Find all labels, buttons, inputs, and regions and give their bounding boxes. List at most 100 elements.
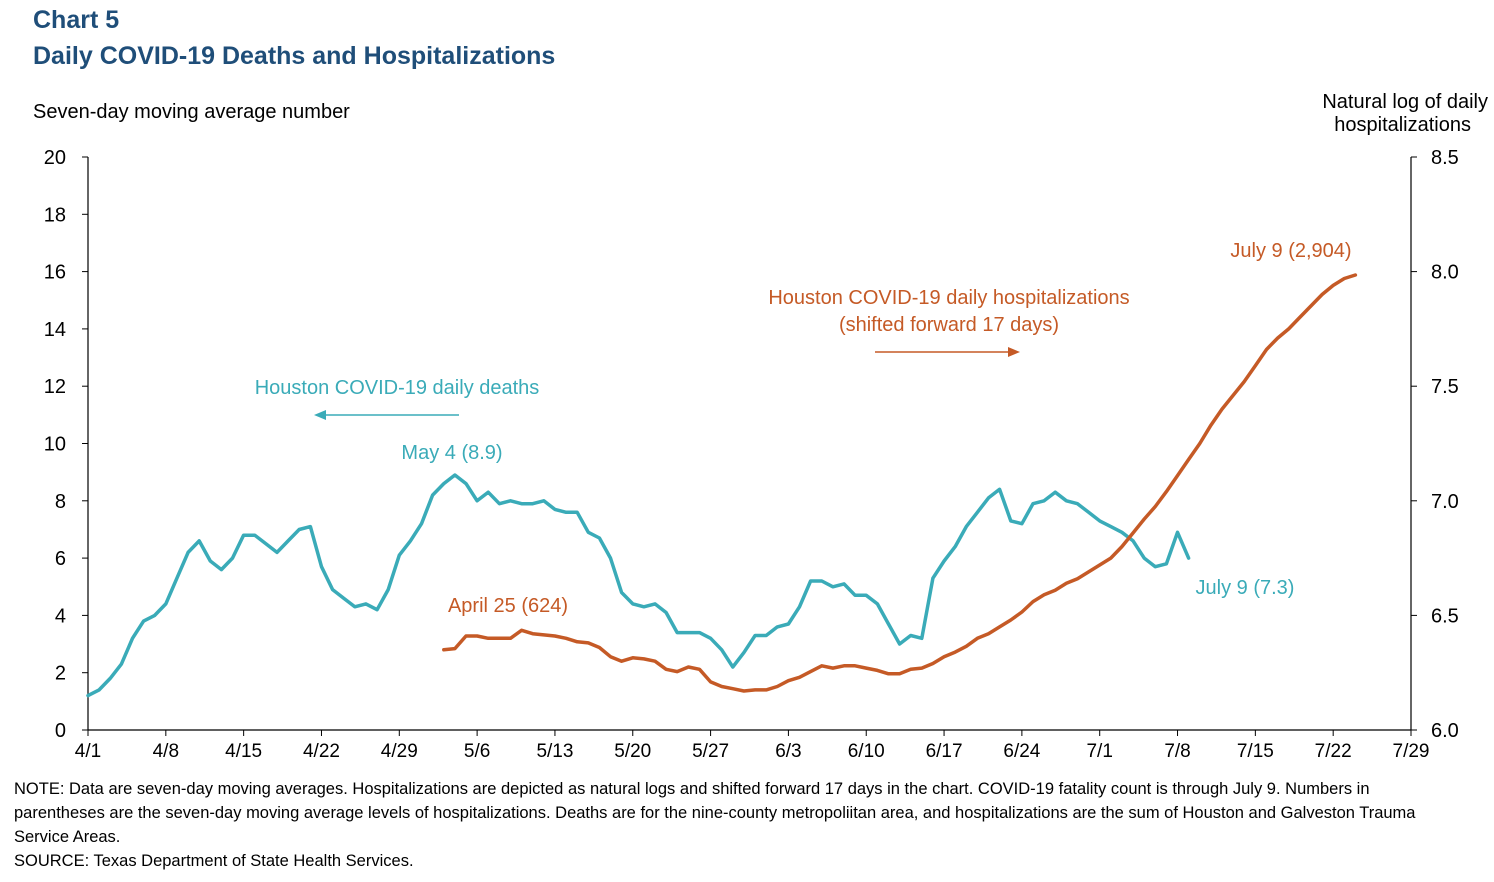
deaths-point [676,632,678,634]
deaths-point [732,666,734,668]
deaths-point [1010,520,1012,522]
hospitalizations-point [1199,443,1201,444]
deaths-point [1076,503,1078,505]
deaths-point [376,609,378,611]
hospitalizations-point [1265,349,1267,351]
annotations: Houston COVID-19 daily deaths Houston COV… [255,240,1352,617]
right-tick-label: 8.5 [1431,147,1459,169]
deaths-point [198,540,200,542]
hospitalizations-point [976,637,978,639]
left-axis-label: Seven-day moving average number [33,101,350,123]
hospitalizations-point [665,668,667,670]
notes: NOTE: Data are seven-day moving averages… [14,777,1454,873]
deaths-point [187,551,189,553]
deaths-point [487,491,489,493]
annotation-july9-deaths: July 9 (7.3) [1196,577,1295,599]
deaths-point [1032,503,1034,505]
hospitalizations-line [442,273,1358,693]
annotation-april25: April 25 (624) [448,595,568,617]
deaths-point [899,643,901,645]
hospitalizations-point [843,665,845,667]
deaths-point [576,511,578,513]
hospitalizations-point [988,633,990,635]
deaths-point [565,511,567,513]
hospitalizations-point [954,651,956,653]
annotation-may4: May 4 (8.9) [401,442,502,464]
deaths-point [810,580,812,582]
right-tick-label: 7.0 [1431,491,1459,513]
hospitalizations-point [1354,274,1356,276]
hospitalizations-point [1065,582,1067,584]
left-tick-label: 2 [55,663,66,685]
deaths-point [1132,540,1134,542]
deaths-point [143,620,145,622]
hospitalizations-point [643,658,645,660]
deaths-point [354,606,356,608]
deaths-point [387,589,389,591]
x-tick-label: 4/15 [225,741,262,762]
left-tick-label: 10 [44,434,66,456]
deaths-point [876,603,878,605]
deaths-point [632,603,634,605]
deaths-point [498,503,500,505]
deaths-point [621,591,623,593]
hospitalizations-point [654,660,656,662]
hospitalizations-point [1288,328,1290,330]
annotation-hosp-label-2: (shifted forward 17 days) [839,314,1059,336]
deaths-point [610,557,612,559]
left-tick-label: 0 [55,720,66,742]
hospitalizations-point [754,689,756,691]
hospitalizations-point [1277,337,1279,339]
deaths-point [1065,500,1067,502]
left-tick-label: 12 [44,376,66,398]
deaths-point [932,577,934,579]
right-tick-label: 7.5 [1431,376,1459,398]
left-tick-label: 16 [44,262,66,284]
hospitalizations-point [1254,365,1256,367]
hospitalizations-point [632,657,634,659]
hospitalizations-point [943,656,945,658]
deaths-point [521,503,523,505]
deaths-point [754,634,756,636]
hospitalizations-point [610,656,612,658]
deaths-point [943,560,945,562]
deaths-point [654,603,656,605]
deaths-point [1143,557,1145,559]
hospitalizations-point [509,637,511,639]
deaths-point [543,500,545,502]
deaths-point [1099,520,1101,522]
hospitalizations-point [799,676,801,678]
deaths-point [887,623,889,625]
deaths-point [443,483,445,485]
hospitalizations-point [1043,594,1045,596]
x-tick-label: 6/24 [1003,741,1040,762]
right-tick-label: 8.0 [1431,262,1459,284]
deaths-point [454,474,456,476]
deaths-point [1177,531,1179,533]
hospitalizations-point [498,637,500,639]
hospitalizations-point [565,637,567,639]
deaths-point [154,614,156,616]
hospitalizations-point [621,660,623,662]
deaths-point [332,589,334,591]
left-tick-label: 6 [55,548,66,570]
axes: 0 2 4 6 8 10 12 14 16 18 20 6.0 6.5 7.0 7.5 8.0 8.5 4/1 4/… [44,147,1459,762]
deaths-point [421,523,423,525]
source-text: SOURCE: Texas Department of State Health… [14,852,414,870]
hospitalizations-point [1132,532,1134,534]
deaths-point [1188,557,1190,559]
deaths-point [710,637,712,639]
hospitalizations-point [1010,619,1012,621]
x-tick-label: 5/20 [614,741,651,762]
chart-number: Chart 5 [33,6,120,34]
x-tick-label: 7/29 [1393,741,1430,762]
hospitalizations-point [910,668,912,670]
deaths-point [343,597,345,599]
hospitalizations-point [521,629,523,631]
left-tick-label: 8 [55,491,66,513]
hospitalizations-point [1021,611,1023,613]
hospitalizations-point [932,663,934,665]
hospitalizations-point [1177,475,1179,477]
hospitalizations-point [1299,316,1301,318]
left-tick-label: 14 [44,319,66,341]
